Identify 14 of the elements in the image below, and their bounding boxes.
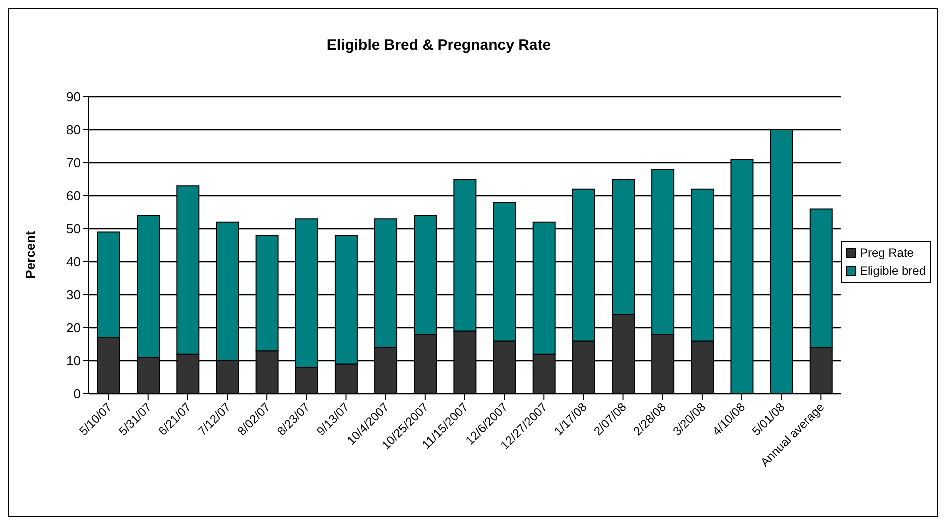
chart-title: Eligible Bred & Pregnancy Rate bbox=[326, 37, 552, 54]
y-axis-title: Percent bbox=[23, 231, 38, 279]
y-tick-label: 30 bbox=[66, 288, 81, 303]
y-tick-label: 40 bbox=[66, 254, 81, 270]
y-tick-label: 10 bbox=[66, 354, 81, 369]
y-tick-label: 80 bbox=[66, 122, 81, 138]
legend-label: Eligible bred bbox=[860, 262, 926, 280]
y-tick-label: 60 bbox=[66, 188, 81, 204]
legend-label: Preg Rate bbox=[860, 244, 914, 262]
y-tick-label: 50 bbox=[66, 222, 81, 237]
y-tick-label: 70 bbox=[66, 156, 81, 171]
y-tick-label: 90 bbox=[66, 90, 81, 105]
y-tick-label: 0 bbox=[74, 386, 81, 402]
y-tick-label: 20 bbox=[66, 320, 81, 336]
